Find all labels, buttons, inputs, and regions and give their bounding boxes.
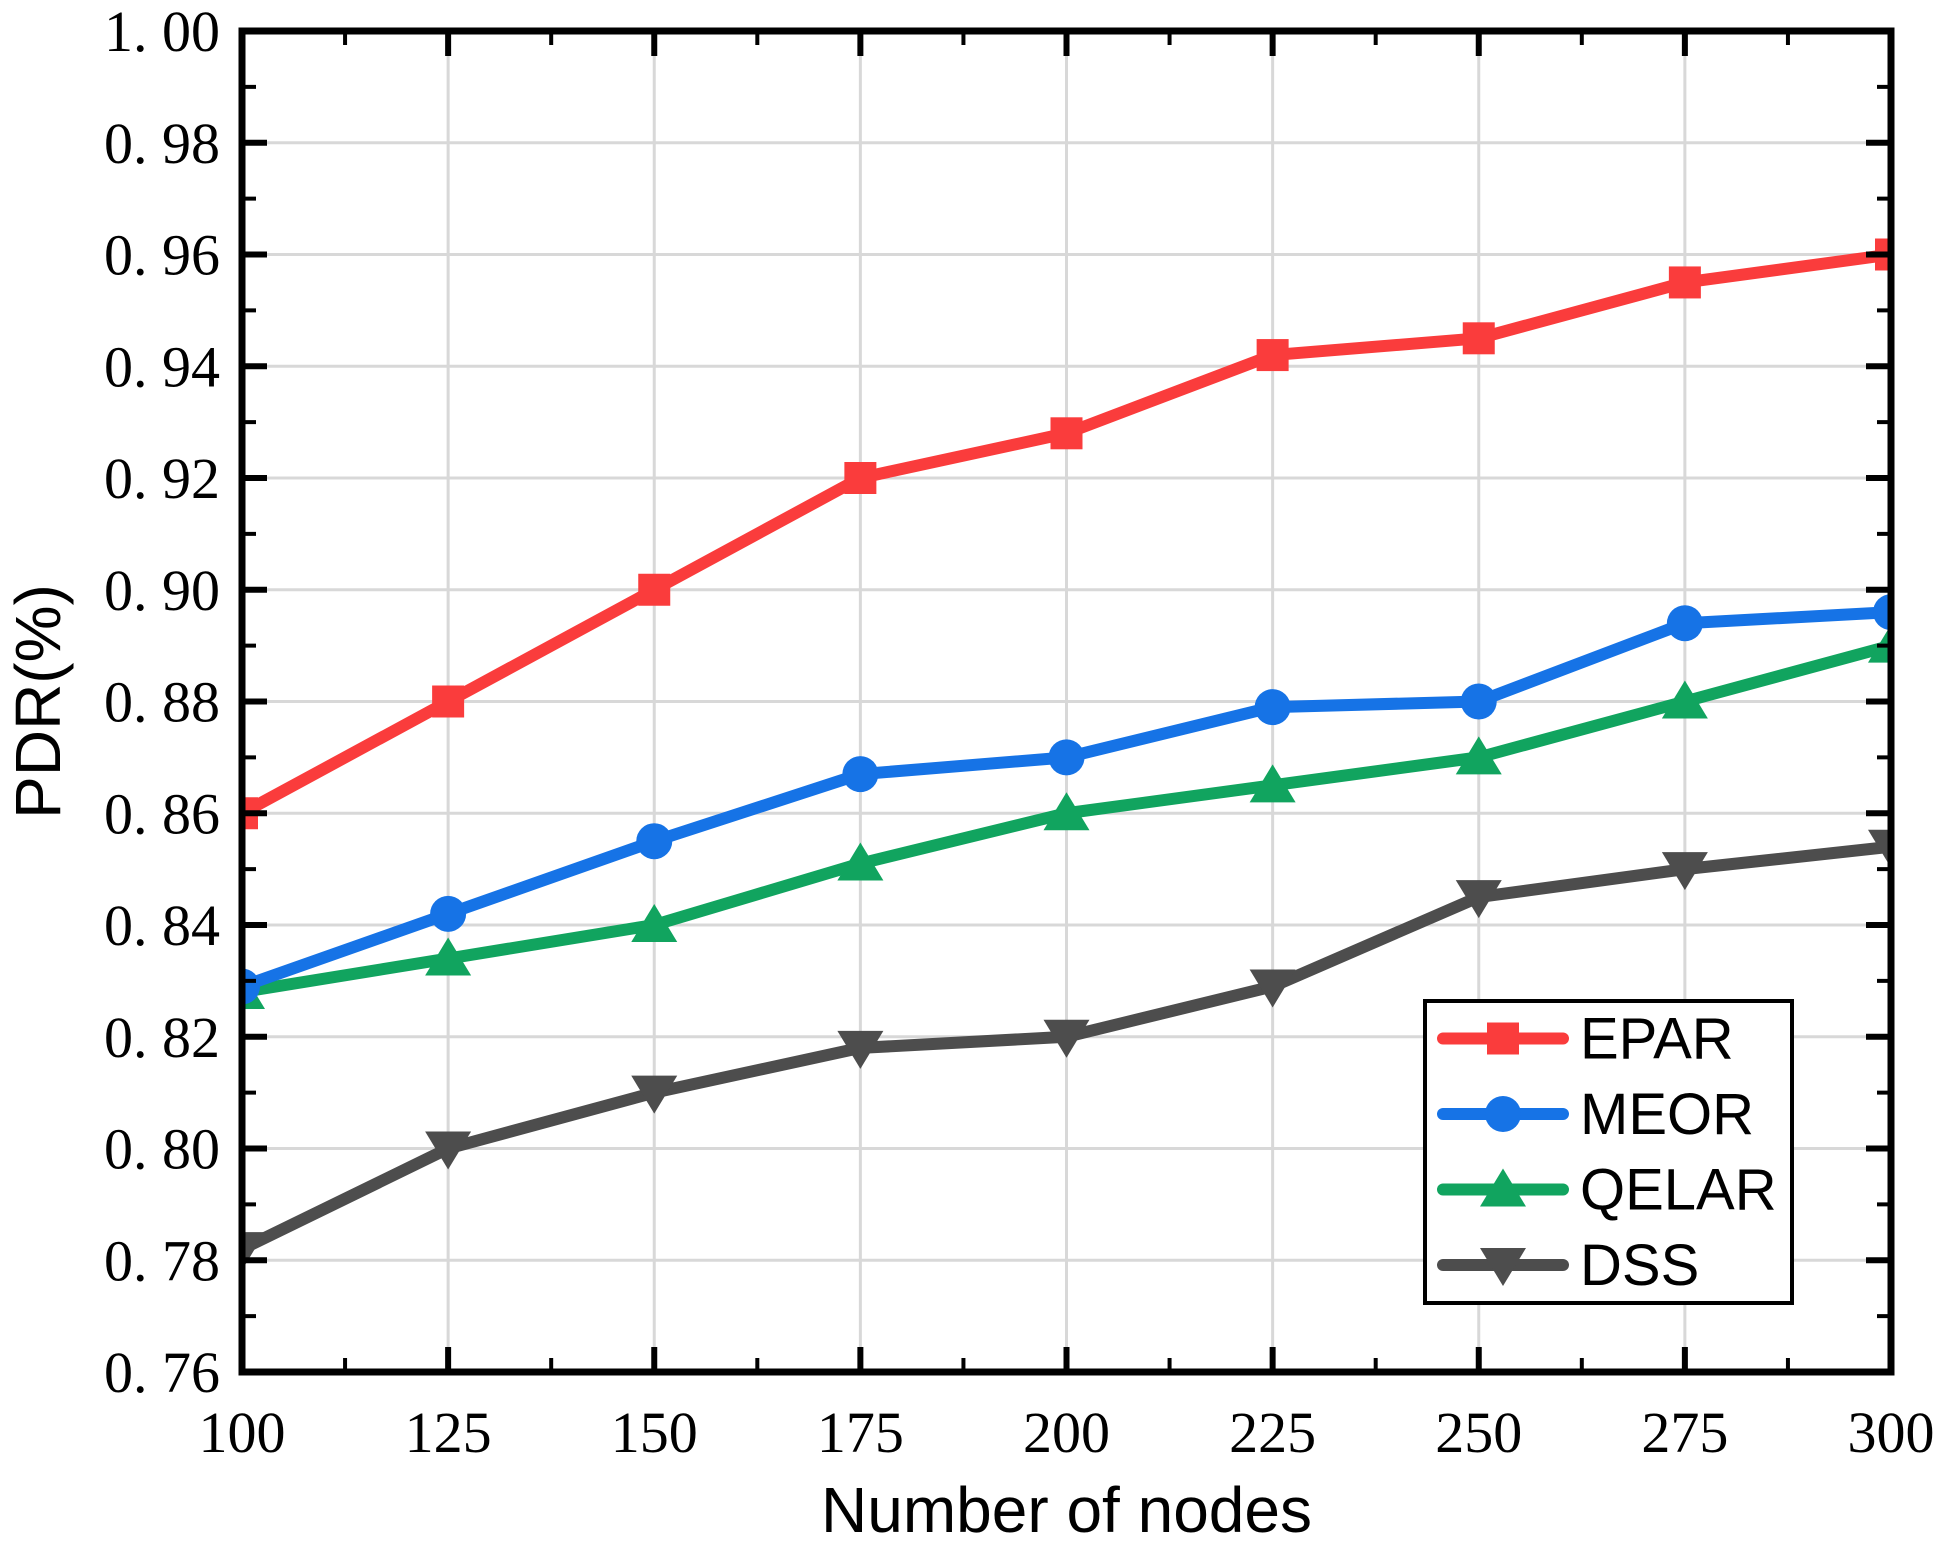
y-tick-label: 0. 86: [104, 781, 220, 846]
y-tick-label: 0. 96: [104, 223, 220, 288]
y-tick-label: 0. 94: [104, 334, 220, 399]
tick-marks: [242, 31, 1891, 1372]
x-tick-label: 250: [1435, 1400, 1522, 1465]
x-tick-label: 100: [199, 1400, 286, 1465]
y-tick-label: 0. 82: [104, 1005, 220, 1070]
legend-label: EPAR: [1580, 1007, 1734, 1072]
marker-square: [1462, 322, 1495, 355]
legend-entry-meor[interactable]: MEOR: [1437, 1082, 1754, 1147]
marker-triangle-down: [1480, 1248, 1526, 1286]
marker-circle: [842, 756, 879, 793]
legend-label: QELAR: [1580, 1158, 1777, 1223]
marker-triangle-up: [1661, 680, 1708, 719]
y-tick-label: 0. 98: [104, 111, 220, 176]
marker-circle: [1873, 594, 1891, 631]
marker-triangle-down: [1249, 969, 1296, 1008]
x-axis-title: Number of nodes: [821, 1474, 1312, 1546]
gridlines: [242, 31, 1891, 1372]
marker-square: [1487, 1022, 1519, 1055]
series-dss: [242, 829, 1891, 1271]
x-tick-label: 200: [1023, 1400, 1110, 1465]
marker-triangle-up: [1249, 764, 1296, 803]
marker-triangle-down: [1043, 1019, 1090, 1058]
series-epar: [242, 238, 1891, 830]
marker-circle: [430, 895, 467, 932]
marker-square: [638, 573, 671, 606]
marker-circle: [1048, 739, 1085, 776]
marker-circle: [1485, 1096, 1521, 1132]
marker-triangle-up: [425, 937, 472, 976]
marker-triangle-down: [1868, 829, 1891, 868]
marker-square: [432, 685, 465, 718]
series-layer: [242, 238, 1891, 1271]
marker-circle: [242, 968, 260, 1005]
marker-triangle-up: [1043, 792, 1090, 831]
x-tick-label: 225: [1229, 1400, 1316, 1465]
marker-triangle-down: [425, 1131, 472, 1170]
legend-entry-dss[interactable]: DSS: [1437, 1233, 1699, 1298]
marker-circle: [1666, 605, 1703, 642]
marker-square: [844, 462, 877, 494]
marker-circle: [636, 823, 673, 860]
legend-label: DSS: [1580, 1233, 1699, 1298]
marker-triangle-up: [1455, 736, 1502, 775]
y-tick-labels: 0. 76 0. 78 0. 80 0. 82 0. 84 0. 86 0. 88 0. 90…: [104, 0, 220, 1405]
marker-circle: [1460, 683, 1497, 720]
marker-triangle-up: [631, 904, 678, 942]
marker-square: [1256, 339, 1289, 372]
marker-triangle-up: [837, 842, 884, 881]
y-axis-title: PDR(%): [2, 584, 74, 819]
x-tick-labels: 100 125 150 175 200 225 250 275 300: [199, 1400, 1935, 1465]
x-tick-label: 175: [817, 1400, 904, 1465]
y-tick-label: 0. 80: [104, 1117, 220, 1182]
y-tick-label: 0. 92: [104, 446, 220, 511]
marker-square: [1668, 266, 1701, 299]
y-tick-label: 1. 00: [104, 0, 220, 64]
y-tick-label: 0. 88: [104, 670, 220, 735]
marker-triangle-down: [1661, 852, 1708, 891]
marker-triangle-down: [631, 1075, 678, 1114]
x-tick-label: 300: [1848, 1400, 1935, 1465]
x-tick-label: 150: [611, 1400, 698, 1465]
x-tick-label: 275: [1641, 1400, 1728, 1465]
legend-entry-qelar[interactable]: QELAR: [1437, 1158, 1777, 1223]
y-tick-label: 0. 90: [104, 558, 220, 623]
legend: EPAR MEOR QELAR DSS: [1423, 999, 1794, 1305]
y-tick-label: 0. 78: [104, 1228, 220, 1293]
marker-circle: [1254, 689, 1291, 726]
y-tick-label: 0. 84: [104, 893, 220, 958]
series-meor: [242, 594, 1891, 1005]
y-tick-label: 0. 76: [104, 1340, 220, 1405]
marker-square: [1050, 417, 1083, 450]
marker-triangle-up: [1480, 1168, 1526, 1207]
legend-label: MEOR: [1580, 1082, 1754, 1147]
legend-entry-epar[interactable]: EPAR: [1437, 1007, 1734, 1072]
marker-triangle-down: [1455, 880, 1502, 919]
x-tick-label: 125: [405, 1400, 492, 1465]
marker-triangle-down: [837, 1030, 884, 1069]
